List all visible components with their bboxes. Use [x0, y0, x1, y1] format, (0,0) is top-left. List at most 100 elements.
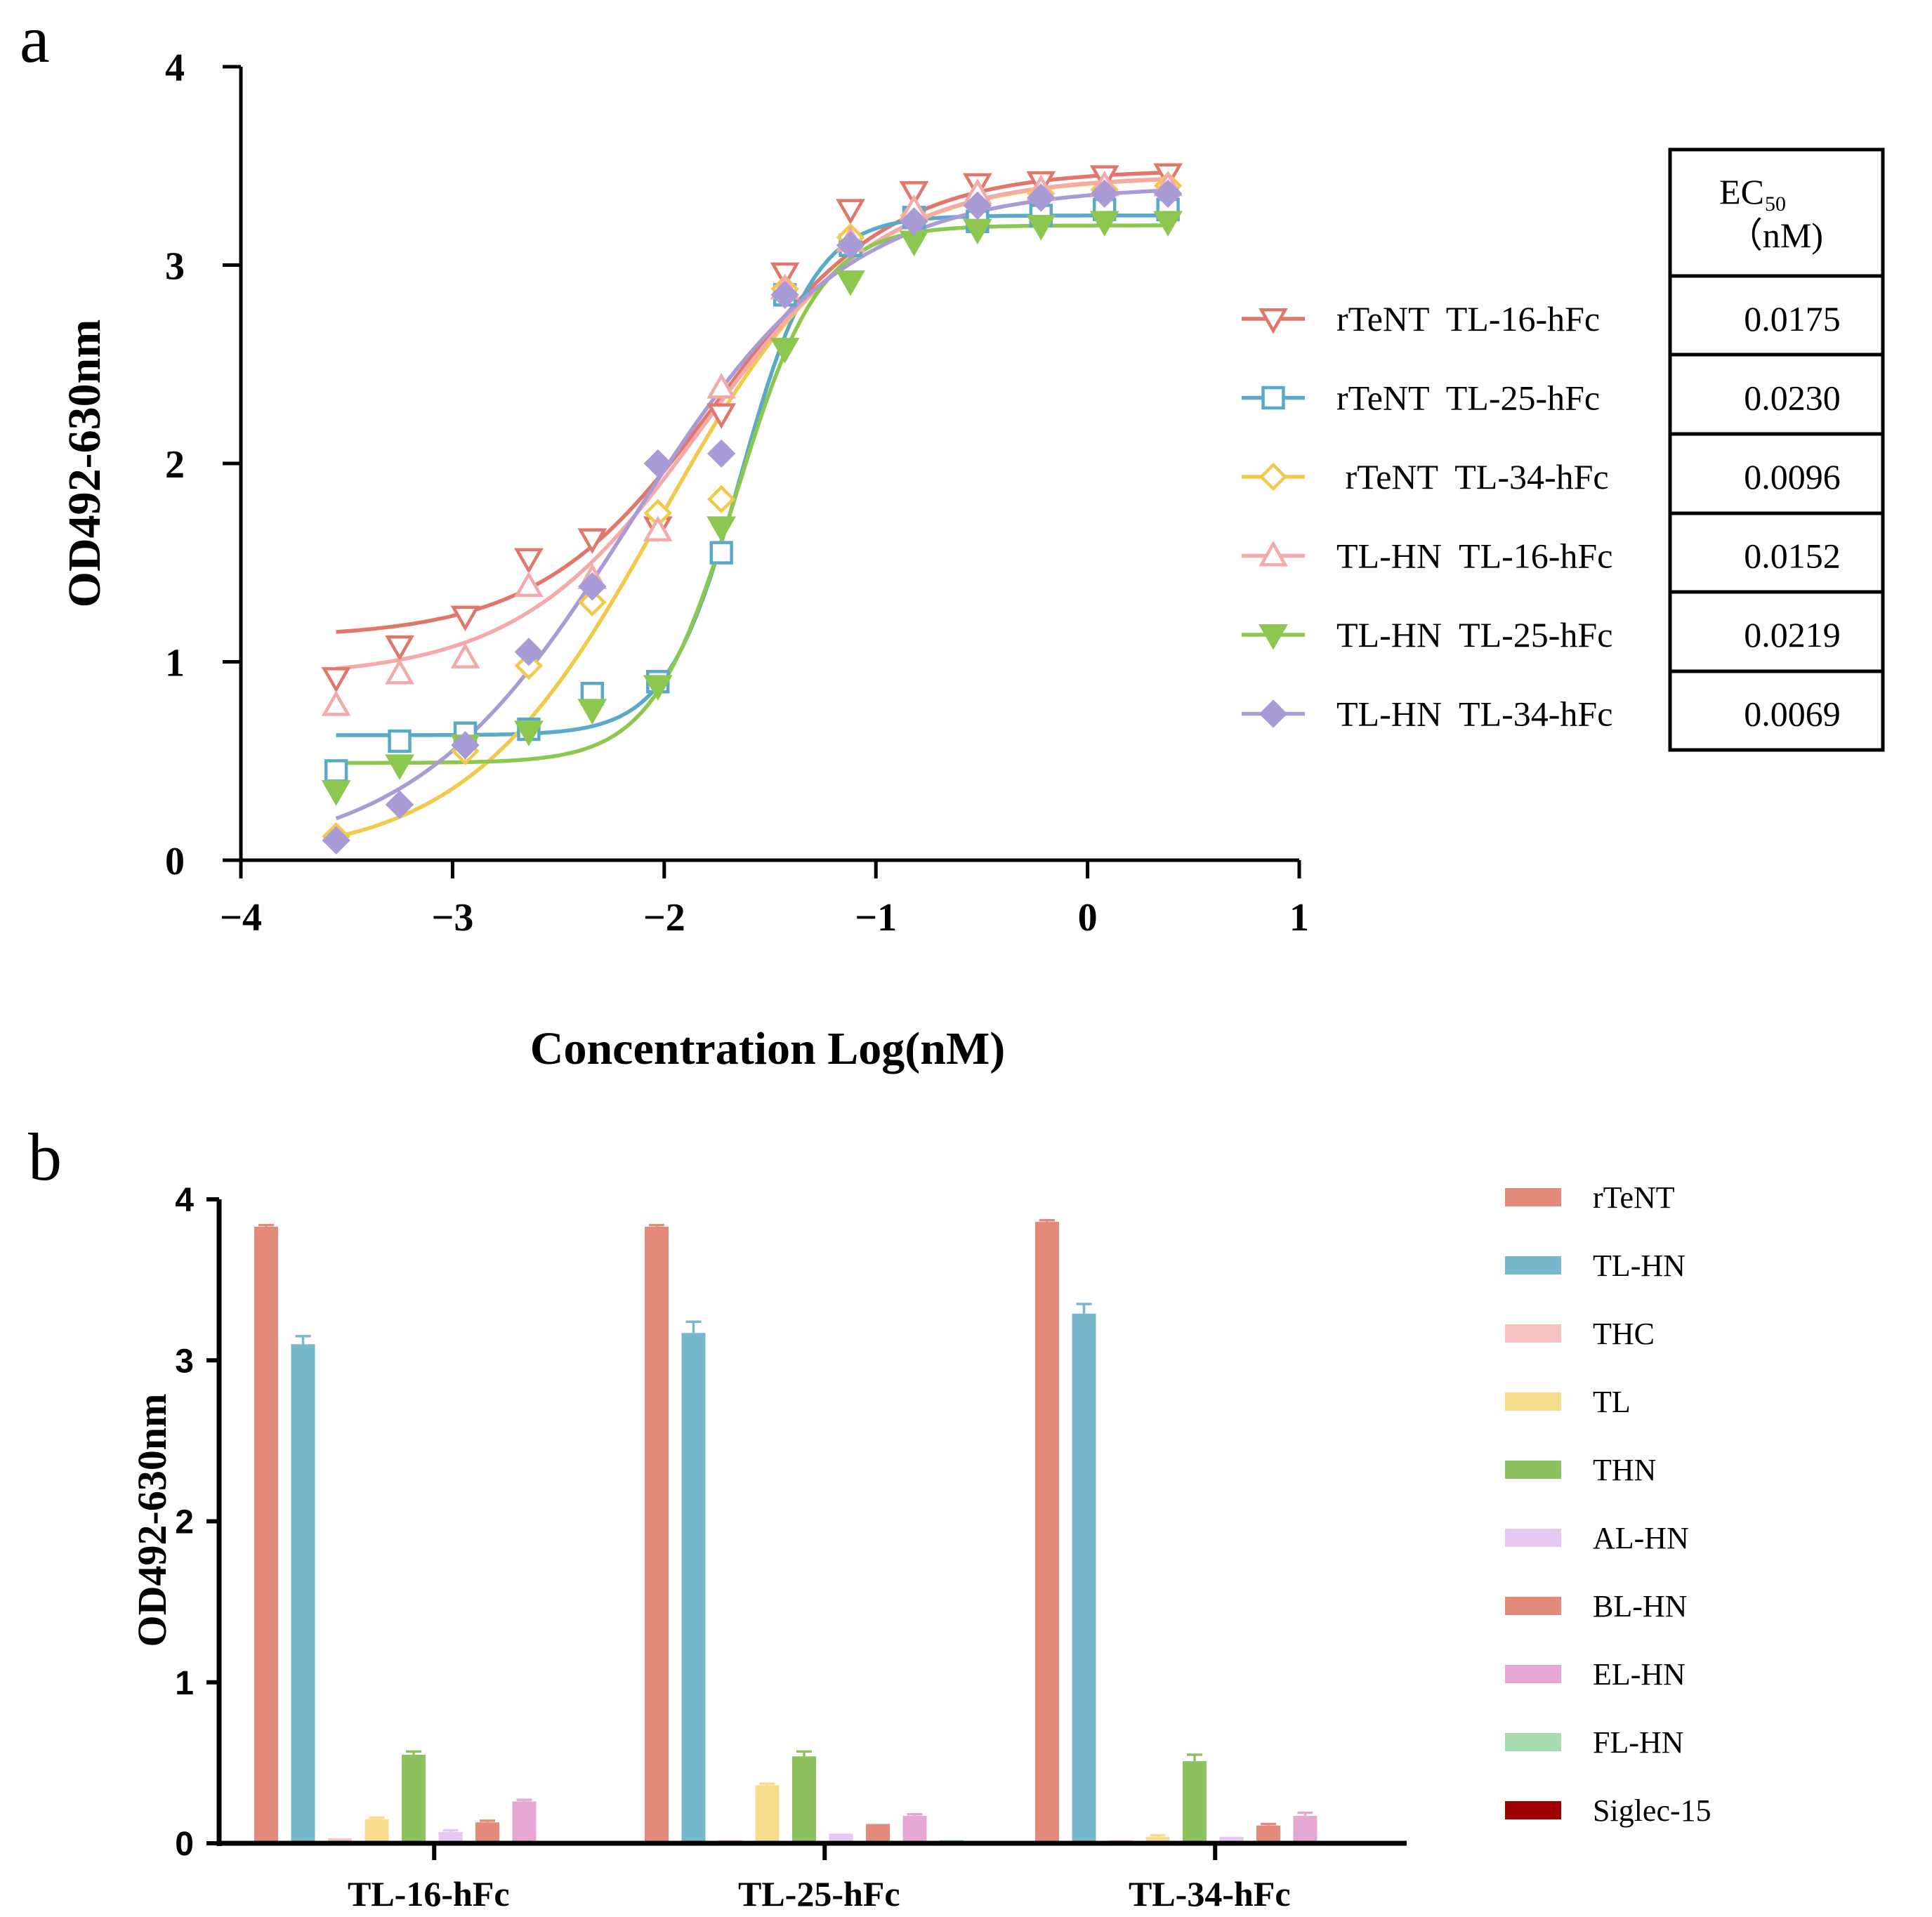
- legend-label-al-hn: AL-HN: [1593, 1521, 1689, 1555]
- fit-curve-tl-hn-tl-16-hfc: [336, 177, 1169, 671]
- bar-rtent-tl-34-hfc: [1035, 1222, 1059, 1843]
- legend-swatch-thn: [1505, 1461, 1561, 1479]
- legend-label-el-hn: EL-HN: [1593, 1657, 1685, 1692]
- legend-label-rtent: rTeNT: [1593, 1180, 1675, 1215]
- fit-curve-tl-hn-tl-25-hfc: [336, 223, 1169, 765]
- fit-curve-rtent-tl-16-hfc: [336, 170, 1169, 634]
- data-point-rtent-tl-16-hfc: [321, 667, 351, 693]
- data-point-rtent-tl-16-hfc: [385, 635, 414, 661]
- data-point-tl-hn-tl-34-hfc: [451, 730, 480, 760]
- bar-rtent-tl-25-hfc: [645, 1226, 669, 1843]
- panel-b-label: b: [28, 1119, 62, 1194]
- data-point-tl-hn-tl-25-hfc: [707, 516, 737, 542]
- legend-label-tl-hn-tl-16-hfc: TL-HN TL-16-hFc: [1336, 536, 1612, 576]
- legend-swatch-bl-hn: [1505, 1597, 1561, 1615]
- y-tick-label: 3: [165, 245, 185, 289]
- legend-swatch-thc: [1505, 1324, 1561, 1343]
- data-point-tl-hn-tl-25-hfc: [643, 675, 673, 701]
- legend-swatch-siglec-15: [1505, 1801, 1561, 1819]
- bar-tl-hn-tl-25-hfc: [681, 1333, 706, 1843]
- bar-thn-tl-34-hfc: [1183, 1761, 1207, 1843]
- data-point-tl-hn-tl-34-hfc: [770, 280, 799, 310]
- panel-b-chart: 0 1 2 3 4 TL-16-hFc TL-25-hFc TL-34-hFc OD492-6…: [129, 1180, 1711, 1913]
- data-point-tl-hn-tl-25-hfc: [514, 720, 544, 746]
- legend-swatch-tl: [1505, 1392, 1561, 1411]
- data-point-rtent-tl-16-hfc: [577, 528, 607, 554]
- ec50-table-border: [1668, 147, 1885, 752]
- ec50-table-rows: 0.0175 0.0230 0.0096 0.0152 0.0219 0.0069: [1670, 274, 1883, 734]
- bar-tl-tl-25-hfc: [755, 1785, 780, 1843]
- legend-label-siglec-15: Siglec-15: [1593, 1793, 1711, 1828]
- bar-el-hn-tl-25-hfc: [902, 1816, 927, 1843]
- data-point-rtent-tl-16-hfc: [514, 548, 544, 574]
- bar-bl-hn-tl-25-hfc: [866, 1824, 890, 1843]
- data-point-rtent-tl-16-hfc: [836, 199, 865, 225]
- legend-swatch-el-hn: [1505, 1665, 1561, 1683]
- legend-label-rtent-tl-25-hfc: rTeNT TL-25-hFc: [1336, 378, 1600, 418]
- ec50-value: 0.0069: [1744, 694, 1841, 734]
- data-point-rtent-tl-34-hfc: [707, 485, 736, 514]
- data-point-tl-hn-tl-16-hfc: [643, 515, 673, 542]
- bar-bl-hn-tl-34-hfc: [1256, 1825, 1280, 1843]
- data-point-tl-hn-tl-34-hfc: [643, 449, 672, 478]
- panel-b-bars: [254, 1219, 1391, 1843]
- data-point-tl-hn-tl-34-hfc: [963, 191, 992, 220]
- panel-a-x-axis-label: Concentration Log(nM): [530, 1023, 1005, 1074]
- ec50-value: 0.0152: [1744, 536, 1841, 576]
- y-tick-label: 1: [165, 642, 185, 685]
- data-point-tl-hn-tl-34-hfc: [836, 231, 865, 260]
- ec50-header-text: EC: [1719, 172, 1764, 211]
- x-category-label: TL-25-hFc: [738, 1874, 900, 1913]
- data-point-tl-hn-tl-34-hfc: [900, 207, 928, 236]
- ec50-header-unit: （nM): [1728, 216, 1823, 255]
- legend-label-bl-hn: BL-HN: [1593, 1589, 1687, 1623]
- data-point-tl-hn-tl-34-hfc: [322, 826, 350, 855]
- legend-marker-rtent-tl-25-hfc: [1261, 386, 1285, 410]
- ec50-value: 0.0175: [1744, 299, 1841, 338]
- y-tick-label: 0: [175, 1826, 194, 1863]
- data-point-tl-hn-tl-16-hfc: [450, 643, 480, 668]
- legend-label-tl-hn: TL-HN: [1593, 1249, 1685, 1283]
- data-point-tl-hn-tl-25-hfc: [1026, 215, 1056, 241]
- legend-marker-rtent-tl-16-hfc: [1259, 308, 1288, 334]
- legend-label-rtent-tl-34-hfc: rTeNT TL-34-hFc: [1336, 457, 1609, 496]
- bar-al-hn-tl-34-hfc: [1219, 1836, 1244, 1843]
- ec50-value: 0.0230: [1744, 378, 1841, 418]
- legend-label-fl-hn: FL-HN: [1593, 1725, 1684, 1760]
- data-point-tl-hn-tl-34-hfc: [385, 790, 414, 819]
- data-point-tl-hn-tl-25-hfc: [1089, 211, 1119, 237]
- y-tick-label: 4: [175, 1182, 194, 1219]
- legend-marker-tl-hn-tl-16-hfc: [1259, 540, 1288, 567]
- data-point-rtent-tl-16-hfc: [707, 403, 737, 429]
- y-tick-label: 0: [165, 840, 185, 883]
- data-point-tl-hn-tl-34-hfc: [1027, 183, 1056, 212]
- legend-marker-tl-hn-tl-34-hfc: [1259, 699, 1288, 728]
- data-point-rtent-tl-25-hfc: [709, 541, 733, 565]
- x-tick-label: 0: [1078, 896, 1098, 940]
- panel-a-ticks: −4 −3 −2 −1 0 1 0 1 2 3 4: [165, 46, 1309, 940]
- bar-thn-tl-25-hfc: [792, 1756, 816, 1843]
- bar-thn-tl-16-hfc: [402, 1754, 426, 1843]
- legend-swatch-rtent: [1505, 1188, 1561, 1206]
- x-tick-label: −2: [643, 896, 685, 940]
- data-point-rtent-tl-16-hfc: [450, 605, 480, 632]
- data-point-tl-hn-tl-25-hfc: [321, 780, 351, 806]
- data-point-tl-hn-tl-25-hfc: [577, 699, 607, 725]
- legend-label-thn: THN: [1593, 1453, 1656, 1487]
- bar-el-hn-tl-16-hfc: [512, 1801, 537, 1843]
- data-point-tl-hn-tl-34-hfc: [707, 439, 736, 468]
- panel-b-ticks: 0 1 2 3 4 TL-16-hFc TL-25-hFc TL-34-hFc: [175, 1182, 1290, 1913]
- bar-al-hn-tl-16-hfc: [438, 1831, 463, 1843]
- y-tick-label: 2: [165, 443, 185, 487]
- x-tick-label: −1: [855, 896, 897, 940]
- bar-tl-tl-16-hfc: [364, 1819, 389, 1843]
- panel-a-data-points: [321, 163, 1183, 855]
- panel-a-legend: rTeNT TL-16-hFc rTeNT TL-25-hFc rTeNT TL-…: [1242, 299, 1612, 734]
- y-tick-label: 3: [175, 1343, 194, 1380]
- legend-label-thc: THC: [1593, 1317, 1655, 1351]
- x-tick-label: 1: [1289, 896, 1309, 940]
- legend-swatch-al-hn: [1505, 1529, 1561, 1547]
- y-tick-label: 1: [175, 1665, 194, 1702]
- ec50-value: 0.0219: [1744, 615, 1841, 654]
- data-point-tl-hn-tl-16-hfc: [707, 373, 737, 399]
